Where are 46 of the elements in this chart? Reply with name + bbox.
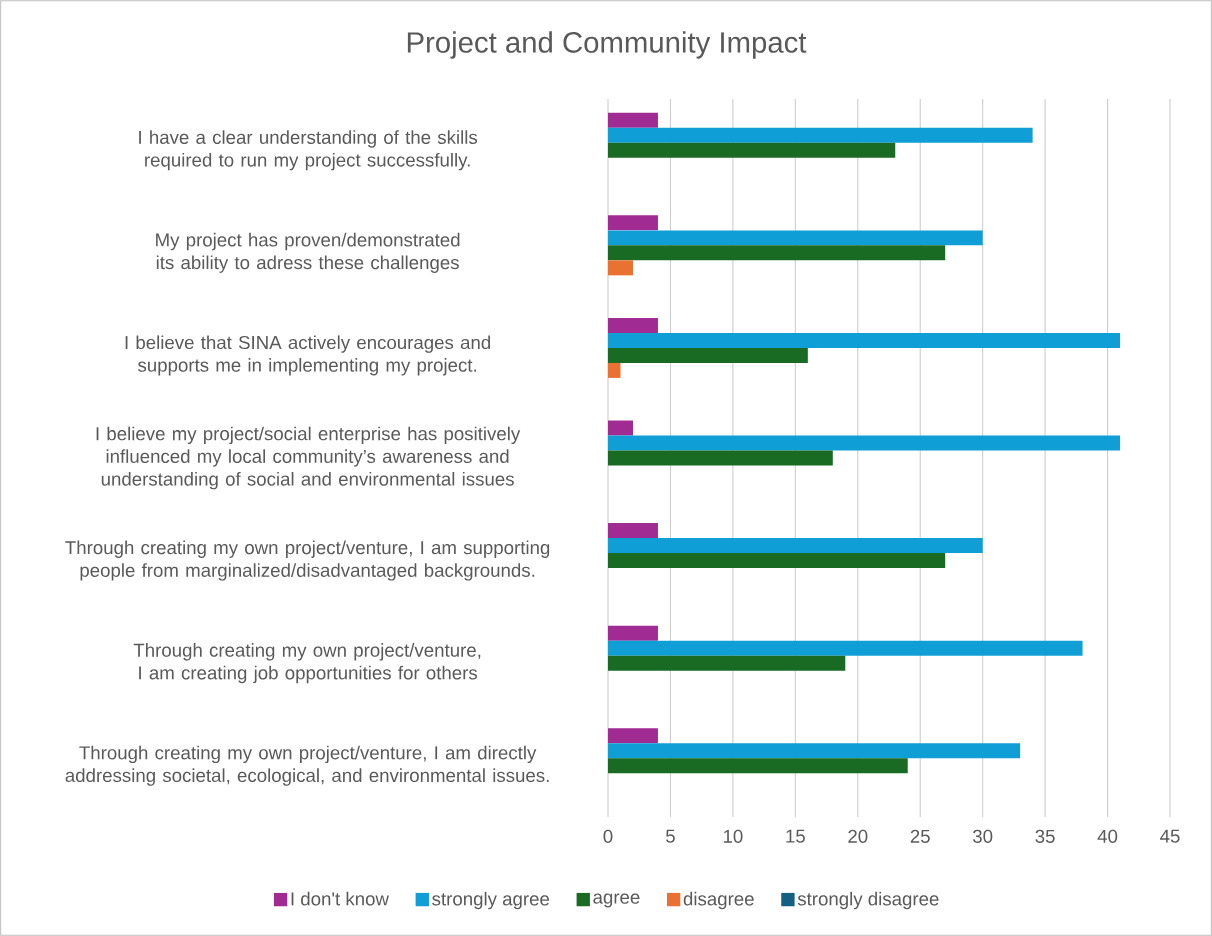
bar: [608, 655, 846, 671]
x-tick-label: 20: [848, 829, 868, 843]
bar: [608, 142, 896, 158]
y-tick-label: I have a clear understanding of the skills required to run my project successfully.: [139, 130, 478, 171]
bar: [608, 450, 833, 466]
x-tick-label: 10: [723, 829, 743, 843]
bar: [608, 112, 658, 128]
chart-title: Project and Community Impact: [407, 31, 807, 59]
x-tick-label: 15: [786, 829, 805, 843]
bar: [608, 728, 658, 744]
bar: [608, 743, 1021, 759]
y-tick-label: I believe that SINA actively encourages and supports me in implementing my project.: [125, 335, 491, 376]
bar: [608, 347, 808, 363]
bar: [608, 625, 658, 641]
legend-label: strongly agree: [432, 891, 550, 910]
x-tick-label: 40: [1097, 829, 1118, 843]
x-tick-label: 35: [1035, 829, 1055, 843]
legend-label: agree: [593, 893, 640, 908]
bar: [608, 317, 658, 333]
bar: [608, 127, 1033, 143]
bar: [608, 758, 908, 774]
bar: [608, 640, 1083, 656]
bar: [608, 553, 946, 569]
legend-label: I don't know: [291, 891, 389, 906]
bar: [608, 260, 633, 276]
bar: [608, 215, 658, 231]
bar: [608, 435, 1121, 451]
bar: [608, 538, 983, 554]
x-tick-label: 25: [910, 829, 930, 843]
bar: [608, 362, 621, 378]
bar: [608, 245, 946, 261]
bar: [608, 420, 633, 436]
bar: [608, 523, 658, 539]
legend-label: disagree: [683, 891, 754, 910]
y-tick-label: My project has proven/demonstrated its ability to adress these challenges: [156, 232, 460, 273]
x-tick-label: 5: [666, 829, 675, 843]
y-tick-label: I believe my project/social enterprise has positively influenced my local community’s awareness and understanding of social and environmental issues: [96, 426, 521, 490]
y-tick-label: Through creating my own project/venture, I am creating job opportunities for others: [133, 643, 481, 684]
bar: [608, 332, 1121, 348]
y-tick-label: Through creating my own project/venture, I am directly addressing societal, ecological, and environmental issues.: [65, 745, 549, 786]
legend-label: strongly disagree: [797, 891, 939, 910]
x-tick-label: 45: [1160, 829, 1180, 843]
y-tick-label: Through creating my own project/venture, I am supporting people from marginalized/disadvantaged backgrounds.: [65, 540, 550, 581]
bar: [608, 230, 983, 246]
x-tick-label: 30: [973, 829, 993, 843]
x-tick-label: 0: [603, 829, 613, 843]
